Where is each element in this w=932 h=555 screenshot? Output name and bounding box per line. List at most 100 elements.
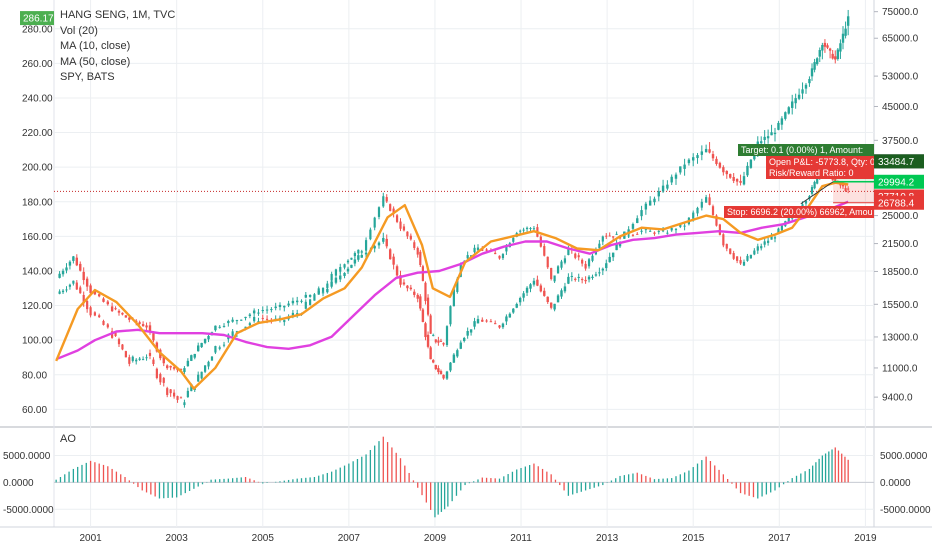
price-candle-body [65, 267, 68, 271]
hsi-candle-body [631, 234, 635, 236]
hsi-candle-body [529, 228, 532, 230]
price-candle-body [505, 316, 508, 322]
price-candle-body [169, 365, 172, 368]
hsi-candle-body [214, 346, 217, 353]
price-candle-body [124, 315, 128, 318]
ao-pane-label[interactable]: AO [60, 433, 76, 445]
hsi-candle-body [605, 235, 608, 237]
legend-ma10[interactable]: MA (10, close) [60, 40, 131, 52]
left-tick-label: 260.00 [22, 59, 53, 70]
price-candle-body [501, 323, 505, 328]
hsi-candle-body [615, 233, 618, 235]
hsi-candle-body [442, 342, 445, 345]
hsi-candle-body [476, 247, 480, 251]
price-candle-body [102, 298, 105, 302]
price-candle-body [350, 264, 353, 268]
hsi-candle-body [142, 359, 145, 361]
price-candle-body [683, 164, 686, 169]
price-candle-body [711, 154, 715, 159]
price-candle-body [321, 292, 325, 294]
x-tick-label: 2007 [338, 533, 361, 544]
x-tick-label: 2003 [166, 533, 189, 544]
hsi-candle-body [416, 247, 419, 255]
right-tick-label: 15500.0 [882, 300, 919, 311]
hsi-candle-body [612, 236, 615, 238]
hsi-candle-body [106, 324, 109, 328]
hsi-candle-body [339, 267, 342, 272]
price-candle-body [145, 325, 148, 328]
price-candle-body [498, 325, 501, 328]
price-candle-body [546, 296, 549, 303]
hsi-candle-body [402, 226, 406, 231]
price-candle-body [203, 338, 207, 343]
hsi-candle-body [121, 344, 124, 350]
price-candle-body [679, 166, 682, 173]
hsi-candle-body [222, 344, 226, 346]
price-candle-body [644, 203, 648, 210]
hsi-candle-body [321, 287, 325, 292]
hsi-candle-body [200, 371, 203, 379]
price-candle-body [214, 325, 217, 331]
price-candle-body [68, 261, 72, 266]
legend-ma50[interactable]: MA (50, close) [60, 55, 131, 68]
price-candle-body [283, 305, 286, 308]
entry-connector [800, 181, 834, 205]
hsi-candle-body [334, 269, 338, 276]
left-tick-label: 100.00 [22, 336, 53, 347]
hsi-candle-body [700, 201, 703, 208]
hsi-candle-body [429, 315, 432, 334]
price-candle-body [828, 48, 832, 51]
price-candle-body [162, 356, 165, 364]
right-tick-label: 11000.0 [882, 363, 918, 374]
hsi-candle-body [591, 255, 594, 261]
hsi-candle-body [190, 384, 193, 392]
right-tick-label: 75000.0 [882, 7, 919, 18]
price-candle-body [138, 322, 141, 324]
hsi-candle-body [218, 347, 221, 349]
hsi-candle-body [581, 259, 584, 264]
legend-spy[interactable]: SPY, BATS [60, 71, 115, 83]
hsi-candle-body [501, 254, 505, 259]
hsi-candle-body [608, 235, 611, 237]
price-candle-body [687, 159, 691, 164]
price-candle-body [409, 287, 413, 290]
price-candle-body [692, 157, 695, 161]
price-tag-entry: 29994.2 [878, 177, 915, 188]
hsi-candle-body [434, 339, 437, 343]
hsi-candle-body [666, 232, 669, 234]
hsi-candle-body [186, 390, 189, 398]
price-candle-body [826, 45, 829, 48]
price-candle-body [117, 310, 121, 313]
x-tick-label: 2005 [252, 533, 275, 544]
price-candle-body [434, 364, 438, 370]
x-tick-label: 2009 [424, 533, 447, 544]
price-candle-body [567, 276, 570, 284]
hsi-candle-body [61, 290, 65, 293]
hsi-candle-body [787, 217, 790, 223]
price-candle-body [148, 325, 152, 332]
price-candle-body [773, 132, 777, 135]
price-candle-body [584, 279, 587, 282]
legend-vol[interactable]: Vol (20) [60, 24, 98, 37]
hsi-candle-body [330, 273, 333, 281]
price-tag-stop: 26788.4 [878, 198, 915, 209]
hsi-candle-body [729, 248, 732, 254]
price-candle-body [445, 371, 449, 379]
legend-title[interactable]: HANG SENG, 1M, TVC [60, 9, 176, 21]
hsi-candle-body [291, 312, 294, 317]
hsi-candle-body [773, 237, 777, 239]
price-candle-body [183, 368, 186, 373]
price-candle-body [252, 310, 256, 314]
ma50-line [55, 200, 849, 361]
hsi-candle-body [86, 301, 89, 310]
left-tick-label: 280.00 [22, 24, 53, 35]
price-candle-body [661, 185, 665, 192]
x-tick-label: 2017 [768, 533, 791, 544]
hsi-candle-body [739, 260, 742, 264]
x-tick-label: 2013 [596, 533, 619, 544]
price-candle-body [591, 276, 594, 279]
hsi-candle-body [261, 317, 264, 319]
price-candle-body [413, 291, 416, 295]
price-candle-body [594, 274, 598, 276]
